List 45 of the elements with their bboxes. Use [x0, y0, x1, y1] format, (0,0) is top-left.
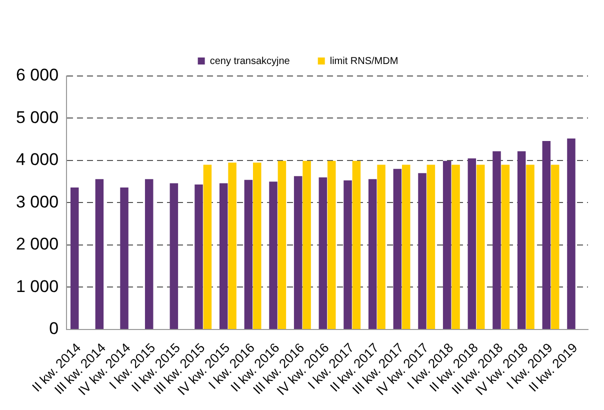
bar [501, 164, 510, 329]
bar [302, 160, 311, 329]
bar [542, 141, 551, 329]
bar [402, 164, 410, 329]
y-tick-label: 2 000 [16, 234, 59, 254]
y-tick-label: 4 000 [16, 150, 59, 170]
bar [228, 162, 236, 329]
bar [468, 158, 476, 329]
bar [203, 164, 212, 329]
bar [492, 151, 501, 329]
bar [269, 182, 278, 329]
legend-label: limit RNS/MDM [330, 56, 398, 67]
bar [95, 179, 104, 329]
bar [70, 188, 79, 329]
y-tick-label: 6 000 [16, 66, 59, 85]
bar [426, 164, 436, 329]
y-tick-label: 0 [49, 319, 59, 338]
bar [352, 160, 361, 329]
bar [452, 164, 460, 329]
bar [344, 180, 352, 329]
bar [442, 160, 452, 329]
bar [526, 164, 534, 329]
y-tick-label: 1 000 [16, 276, 59, 296]
bar [476, 164, 485, 329]
bar [120, 188, 128, 329]
bar [567, 138, 576, 329]
bar [244, 180, 253, 329]
y-tick-label: 5 000 [16, 108, 59, 127]
bar [327, 160, 336, 329]
y-tick-label: 3 000 [16, 192, 59, 212]
bar [318, 177, 328, 329]
legend-label: ceny transakcyjne [210, 56, 290, 67]
bar [517, 151, 526, 329]
bar [550, 164, 560, 329]
bar [294, 176, 302, 329]
bar [278, 160, 286, 329]
bar [377, 164, 386, 329]
bar [252, 162, 262, 329]
bar [219, 183, 228, 329]
bar [368, 179, 377, 329]
bar [144, 179, 154, 329]
bar [418, 173, 426, 329]
bar [393, 168, 402, 329]
bar [194, 184, 203, 329]
bar [170, 183, 178, 329]
